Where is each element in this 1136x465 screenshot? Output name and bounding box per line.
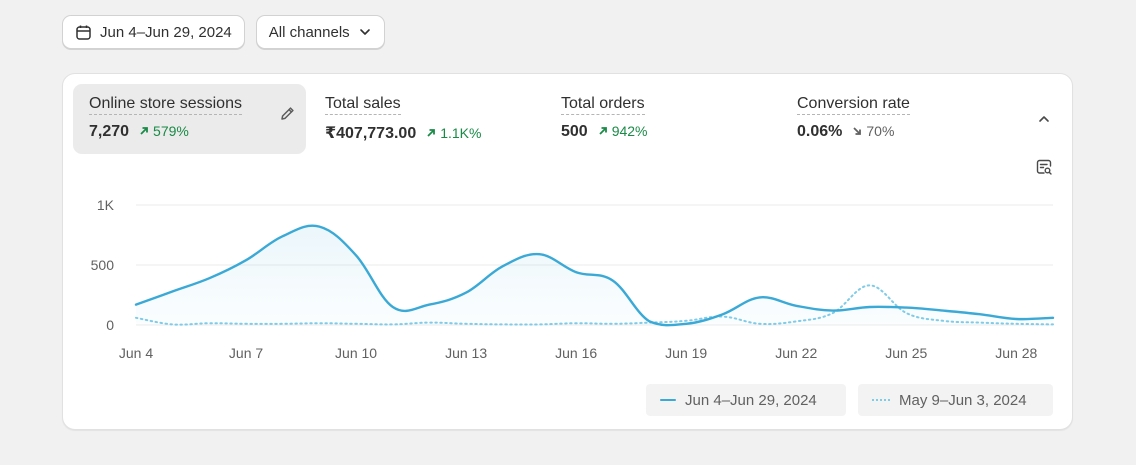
legend-previous[interactable]: May 9–Jun 3, 2024: [858, 384, 1053, 416]
date-range-label: Jun 4–Jun 29, 2024: [100, 23, 232, 41]
legend-current[interactable]: Jun 4–Jun 29, 2024: [646, 384, 846, 416]
metric-label[interactable]: Conversion rate: [797, 94, 910, 115]
channel-filter-button[interactable]: All channels: [255, 15, 385, 49]
y-tick-label: 0: [106, 317, 114, 333]
previous-period-line: [135, 284, 1054, 326]
chevron-up-icon[interactable]: [1033, 108, 1055, 130]
x-tick-label: Jun 28: [995, 345, 1037, 361]
toolbar: Jun 4–Jun 29, 2024 All channels: [62, 15, 385, 49]
metric-total-sales[interactable]: Total sales ₹407,773.00 1.1K%: [309, 84, 539, 154]
metric-label[interactable]: Total orders: [561, 94, 645, 115]
metric-delta-value: 70%: [866, 123, 895, 139]
arrow-up-right-icon: [140, 127, 148, 135]
x-tick-label: Jun 4: [119, 345, 153, 361]
date-range-button[interactable]: Jun 4–Jun 29, 2024: [62, 15, 245, 49]
y-tick-label: 500: [91, 257, 115, 273]
metric-label[interactable]: Online store sessions: [89, 94, 242, 115]
x-tick-label: Jun 16: [555, 345, 597, 361]
analytics-card: Online store sessions 7,270 579% Total s…: [62, 73, 1073, 430]
metric-delta: 70%: [852, 123, 894, 139]
metric-value: 0.06%: [797, 123, 843, 140]
metric-value: ₹407,773.00: [325, 125, 417, 142]
metric-delta-value: 942%: [611, 123, 648, 139]
y-tick-label: 1K: [97, 197, 115, 213]
x-tick-label: Jun 10: [335, 345, 377, 361]
metric-delta: 579%: [139, 123, 189, 139]
legend-label-current: Jun 4–Jun 29, 2024: [685, 391, 817, 409]
legend-label-previous: May 9–Jun 3, 2024: [899, 391, 1027, 409]
metric-value: 500: [561, 123, 588, 140]
x-tick-label: Jun 25: [885, 345, 927, 361]
metric-conversion-rate[interactable]: Conversion rate 0.06% 70%: [781, 84, 1011, 154]
metric-label[interactable]: Total sales: [325, 94, 401, 115]
metric-delta-value: 1.1K%: [440, 125, 482, 141]
metric-delta: 1.1K%: [426, 125, 481, 141]
arrow-up-right-icon: [427, 129, 436, 137]
calendar-icon: [75, 24, 92, 41]
current-period-line: [134, 224, 1055, 327]
legend-swatch-solid: [660, 399, 676, 401]
metric-delta: 942%: [598, 123, 648, 139]
report-search-icon[interactable]: [1033, 156, 1055, 178]
metric-total-orders[interactable]: Total orders 500 942%: [545, 84, 775, 154]
pencil-icon[interactable]: [276, 102, 298, 124]
arrow-down-right-icon: [853, 127, 862, 135]
x-tick-label: Jun 13: [445, 345, 487, 361]
arrow-up-right-icon: [599, 127, 607, 135]
chevron-down-icon: [358, 25, 372, 39]
metric-online-store-sessions[interactable]: Online store sessions 7,270 579%: [73, 84, 306, 154]
metric-delta-value: 579%: [153, 123, 189, 139]
sessions-chart: 1K 500 0 Jun 4 Jun 7 Jun 10 Jun 13 Jun 16 Jun 1…: [91, 197, 1055, 361]
metric-value: 7,270: [89, 123, 130, 140]
x-tick-label: Jun 19: [665, 345, 707, 361]
channel-filter-label: All channels: [268, 23, 350, 41]
x-tick-label: Jun 7: [229, 345, 263, 361]
legend-swatch-dotted: [872, 399, 890, 401]
x-tick-label: Jun 22: [775, 345, 817, 361]
